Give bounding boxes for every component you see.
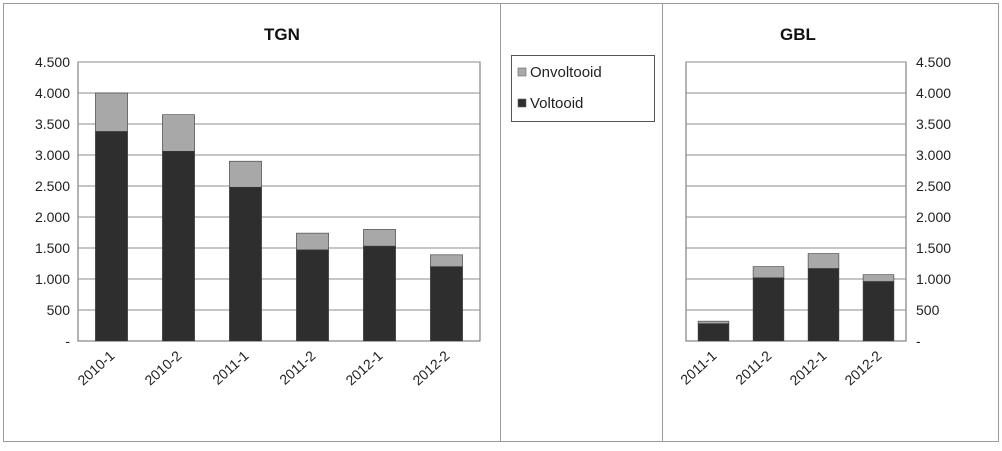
gbl-bar-onvoltooid-2011-2 <box>752 266 785 279</box>
tgn-x-tick-label: 2011-1 <box>209 347 251 388</box>
gbl-bar-onvoltooid-2012-2 <box>862 274 895 282</box>
tgn-chart: TGN - 500 1.000 1.500 2.000 2.500 3.000 3.500 4.0… <box>35 25 481 388</box>
gbl-y-tick-label: 2.500 <box>916 178 951 194</box>
tgn-y-tick-label: 1.000 <box>35 271 70 287</box>
legend-label-onvoltooid: Onvoltooid <box>530 64 602 81</box>
gbl-y-tick-label: 1.500 <box>916 240 951 256</box>
tgn-y-tick-label: 4.500 <box>35 54 70 70</box>
gbl-chart: GBL - 500 1.000 1.500 2.000 2.500 3.000 3.500 4.0… <box>677 25 951 388</box>
legend-box <box>511 55 655 122</box>
tgn-chart-title: TGN <box>264 25 300 44</box>
gbl-y-tick-label: 3.000 <box>916 147 951 163</box>
gbl-bar-voltooid-2011-1 <box>697 323 730 342</box>
tgn-bar-voltooid-2012-2 <box>430 266 463 342</box>
tgn-bar-onvoltooid-2010-1 <box>95 92 128 132</box>
gbl-x-tick-label: 2012-2 <box>841 347 884 388</box>
gbl-chart-title: GBL <box>780 25 816 44</box>
gbl-y-tick-label: 2.000 <box>916 209 951 225</box>
gbl-x-tick-label: 2011-2 <box>732 347 774 388</box>
gbl-y-tick-label: 4.000 <box>916 85 951 101</box>
legend-swatch-voltooid <box>517 98 527 108</box>
tgn-x-tick-label: 2010-2 <box>141 347 184 388</box>
tgn-plot-area <box>77 61 481 342</box>
legend-swatch-onvoltooid <box>517 67 527 77</box>
tgn-y-tick-label: 2.500 <box>35 178 70 194</box>
tgn-x-tick-label: 2011-2 <box>276 347 318 388</box>
tgn-bar-onvoltooid-2012-1 <box>363 229 396 247</box>
tgn-bar-voltooid-2012-1 <box>363 245 396 342</box>
tgn-bar-voltooid-2011-1 <box>229 186 262 342</box>
tgn-y-tick-label: 3.000 <box>35 147 70 163</box>
gbl-bar-voltooid-2012-1 <box>807 268 840 342</box>
tgn-x-tick-label: 2010-1 <box>74 347 117 388</box>
gbl-bar-voltooid-2011-2 <box>752 277 785 342</box>
tgn-bar-onvoltooid-2010-2 <box>162 114 195 152</box>
tgn-bar-voltooid-2010-1 <box>95 131 128 342</box>
tgn-bar-voltooid-2010-2 <box>162 150 195 342</box>
gbl-y-tick-label: - <box>916 333 921 349</box>
tgn-y-tick-label: 2.000 <box>35 209 70 225</box>
tgn-bar-onvoltooid-2011-1 <box>229 160 262 188</box>
gbl-y-tick-label: 4.500 <box>916 54 951 70</box>
legend-label-voltooid: Voltooid <box>530 95 583 112</box>
gbl-bar-voltooid-2012-2 <box>862 281 895 342</box>
tgn-bar-onvoltooid-2012-2 <box>430 254 463 267</box>
tgn-y-tick-label: 500 <box>47 302 71 318</box>
gbl-x-tick-label: 2012-1 <box>786 347 829 388</box>
right-panel-frame <box>662 3 999 442</box>
tgn-bar-voltooid-2011-2 <box>296 249 329 342</box>
tgn-y-tick-label: 3.500 <box>35 116 70 132</box>
gbl-y-tick-label: 3.500 <box>916 116 951 132</box>
tgn-x-tick-label: 2012-2 <box>409 347 452 388</box>
tgn-bar-onvoltooid-2011-2 <box>296 232 329 251</box>
gbl-y-tick-label: 1.000 <box>916 271 951 287</box>
legend: Onvoltooid Voltooid <box>511 55 655 122</box>
tgn-y-tick-label: - <box>65 333 70 349</box>
tgn-y-tick-label: 1.500 <box>35 240 70 256</box>
tgn-y-tick-label: 4.000 <box>35 85 70 101</box>
gbl-bar-onvoltooid-2011-1 <box>697 320 730 324</box>
gbl-y-tick-label: 500 <box>916 302 940 318</box>
gbl-bar-onvoltooid-2012-1 <box>807 253 840 269</box>
tgn-x-tick-label: 2012-1 <box>342 347 385 388</box>
gbl-x-tick-label: 2011-1 <box>677 347 719 388</box>
